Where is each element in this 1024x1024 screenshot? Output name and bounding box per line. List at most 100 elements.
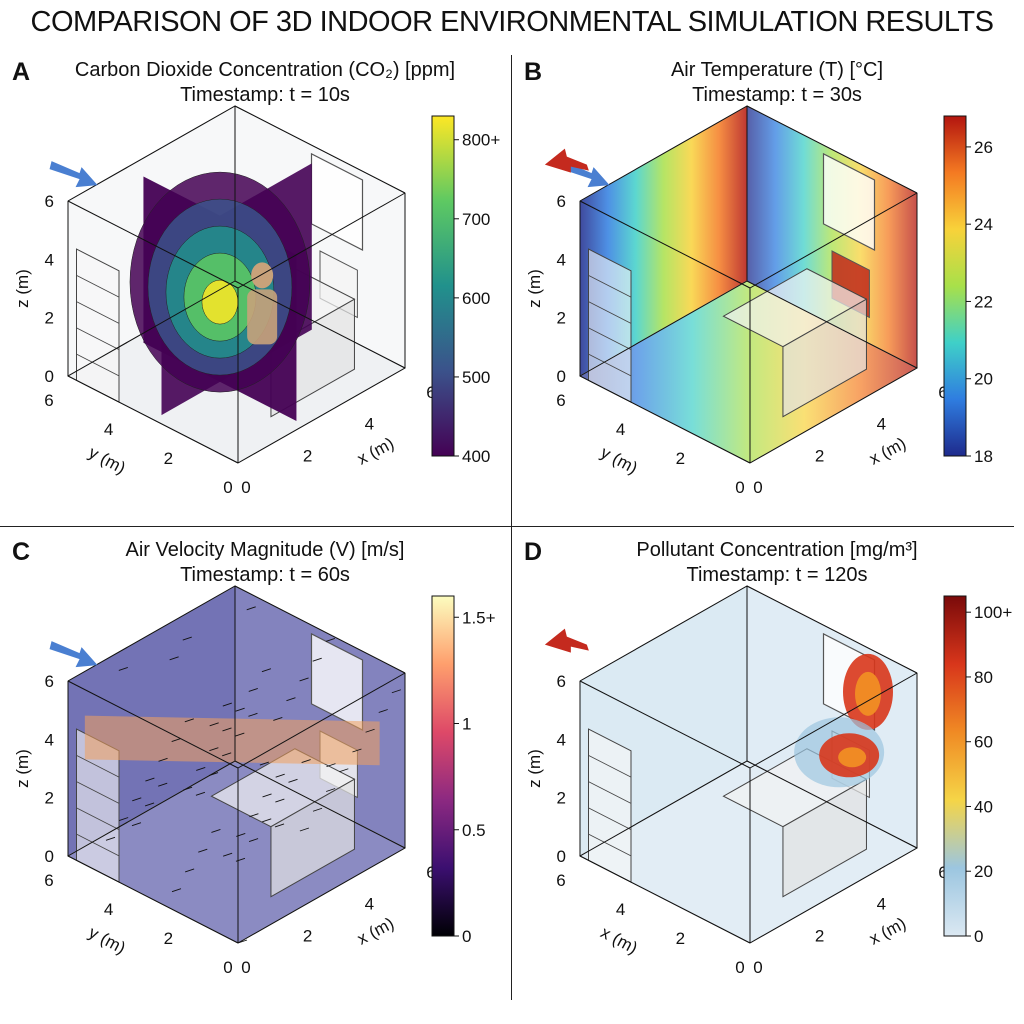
z-tick-label: 0 bbox=[45, 367, 54, 386]
velocity-vector bbox=[262, 793, 272, 798]
velocity-vector bbox=[235, 707, 245, 712]
velocity-vector bbox=[171, 888, 182, 893]
panel-letter: A bbox=[12, 58, 31, 86]
velocity-vector bbox=[391, 689, 402, 694]
room-edge bbox=[749, 672, 918, 769]
vertical-divider bbox=[511, 55, 512, 1000]
x-tick-label: 4 bbox=[365, 415, 374, 434]
x-tick-label: 2 bbox=[303, 446, 312, 465]
shelf-line bbox=[76, 781, 120, 804]
panel-title-text: Pollutant Concentration [mg/m³] bbox=[636, 539, 918, 561]
panel-b: B Air Temperature (T) [°C] Timestamp: t … bbox=[512, 58, 1017, 518]
z-tick-label: 2 bbox=[557, 309, 566, 328]
colorbar-tick-label: 0 bbox=[462, 927, 471, 946]
shelf-line bbox=[588, 807, 632, 830]
y-tick-label: 0 bbox=[735, 478, 744, 497]
z-tick-label: 6 bbox=[45, 672, 54, 691]
z-tick-label: 4 bbox=[45, 250, 54, 269]
shelf-line bbox=[76, 353, 120, 377]
x-axis-label: x (m) bbox=[354, 434, 397, 469]
colorbar-tick-label: 80 bbox=[974, 668, 993, 687]
y-tick-label: 6 bbox=[556, 391, 565, 410]
bookshelf bbox=[588, 728, 632, 883]
shelf-line bbox=[588, 754, 632, 778]
room-edge bbox=[749, 367, 918, 464]
velocity-vector bbox=[248, 838, 259, 843]
room-edge bbox=[237, 192, 406, 289]
room-edge bbox=[579, 585, 748, 682]
x-tick-label: 6 bbox=[426, 383, 435, 402]
velocity-vector bbox=[105, 836, 116, 841]
velocity-vector bbox=[171, 738, 181, 742]
panel-subtitle: Timestamp: t = 120s bbox=[686, 564, 868, 586]
shelf-line bbox=[76, 807, 120, 830]
velocity-vector bbox=[301, 759, 311, 763]
room-edge bbox=[234, 105, 406, 194]
x-axis-label: x (m) bbox=[866, 914, 909, 949]
room-edge bbox=[746, 585, 918, 674]
room-edge bbox=[746, 280, 918, 369]
panel-title: Air Velocity Magnitude (V) [m/s] Timesta… bbox=[40, 538, 490, 588]
x-tick-label: 2 bbox=[815, 446, 824, 465]
velocity-vector bbox=[222, 727, 232, 732]
velocity-vector bbox=[131, 822, 142, 827]
room-edge bbox=[234, 760, 406, 849]
room-edge bbox=[237, 672, 406, 769]
z-tick-label: 2 bbox=[45, 789, 54, 808]
desk-front bbox=[782, 298, 867, 418]
velocity-vector bbox=[182, 636, 192, 641]
y-tick-label: 6 bbox=[556, 871, 565, 890]
velocity-vector bbox=[248, 712, 258, 717]
colorbar-tick-label: 400 bbox=[462, 447, 490, 466]
room-edge bbox=[579, 200, 751, 289]
y-tick-label: 4 bbox=[616, 420, 625, 439]
y-tick-label: 4 bbox=[616, 900, 625, 919]
page-title: COMPARISON OF 3D INDOOR ENVIRONMENTAL SI… bbox=[30, 6, 994, 38]
velocity-vector bbox=[288, 778, 298, 783]
y-tick-label: 2 bbox=[164, 929, 173, 948]
window bbox=[822, 152, 876, 251]
velocity-vector bbox=[248, 688, 258, 692]
y-axis-label: y (m) bbox=[598, 443, 641, 478]
velocity-vector bbox=[195, 791, 206, 796]
panel-title-text: Air Temperature (T) [°C] bbox=[670, 59, 884, 81]
bookshelf bbox=[76, 248, 120, 403]
colorbar bbox=[943, 115, 967, 457]
shelf-line bbox=[76, 833, 120, 857]
x-tick-label: 4 bbox=[365, 895, 374, 914]
colorbar-tick-label: 1.5+ bbox=[462, 608, 496, 627]
y-tick-label: 0 bbox=[223, 958, 232, 977]
z-axis-label: z (m) bbox=[525, 269, 544, 308]
velocity-vector bbox=[144, 802, 155, 807]
y-tick-label: 0 bbox=[735, 958, 744, 977]
z-axis-label: z (m) bbox=[13, 269, 32, 308]
velocity-vector bbox=[261, 668, 272, 673]
y-axis-label: x (m) bbox=[598, 923, 641, 958]
colorbar-tick-label: 40 bbox=[974, 797, 993, 816]
velocity-vector bbox=[246, 606, 256, 611]
z-tick-label: 4 bbox=[45, 730, 54, 749]
z-tick-label: 6 bbox=[557, 192, 566, 211]
outlet-arrow bbox=[544, 148, 589, 173]
colorbar-tick-label: 60 bbox=[974, 733, 993, 752]
z-tick-label: 4 bbox=[557, 730, 566, 749]
horizontal-divider bbox=[0, 526, 1014, 527]
velocity-vector bbox=[184, 868, 195, 873]
velocity-vector bbox=[249, 813, 259, 818]
velocity-vector bbox=[169, 656, 179, 661]
panel-title: Carbon Dioxide Concentration (CO₂) [ppm]… bbox=[40, 58, 490, 108]
colorbar-tick-label: 22 bbox=[974, 292, 993, 311]
colorbar-tick-label: 26 bbox=[974, 138, 993, 157]
velocity-vector bbox=[262, 818, 272, 823]
x-tick-label: 0 bbox=[753, 478, 762, 497]
room-edge bbox=[234, 585, 406, 674]
velocity-vector bbox=[299, 827, 310, 832]
colorbar-tick-label: 18 bbox=[974, 447, 993, 466]
room-edge bbox=[234, 280, 406, 369]
room-edge bbox=[579, 855, 751, 944]
velocity-vector bbox=[158, 757, 168, 762]
occupant-body bbox=[247, 289, 278, 345]
velocity-vector bbox=[273, 716, 283, 721]
shelf-line bbox=[588, 833, 632, 857]
velocity-vector bbox=[312, 657, 322, 662]
